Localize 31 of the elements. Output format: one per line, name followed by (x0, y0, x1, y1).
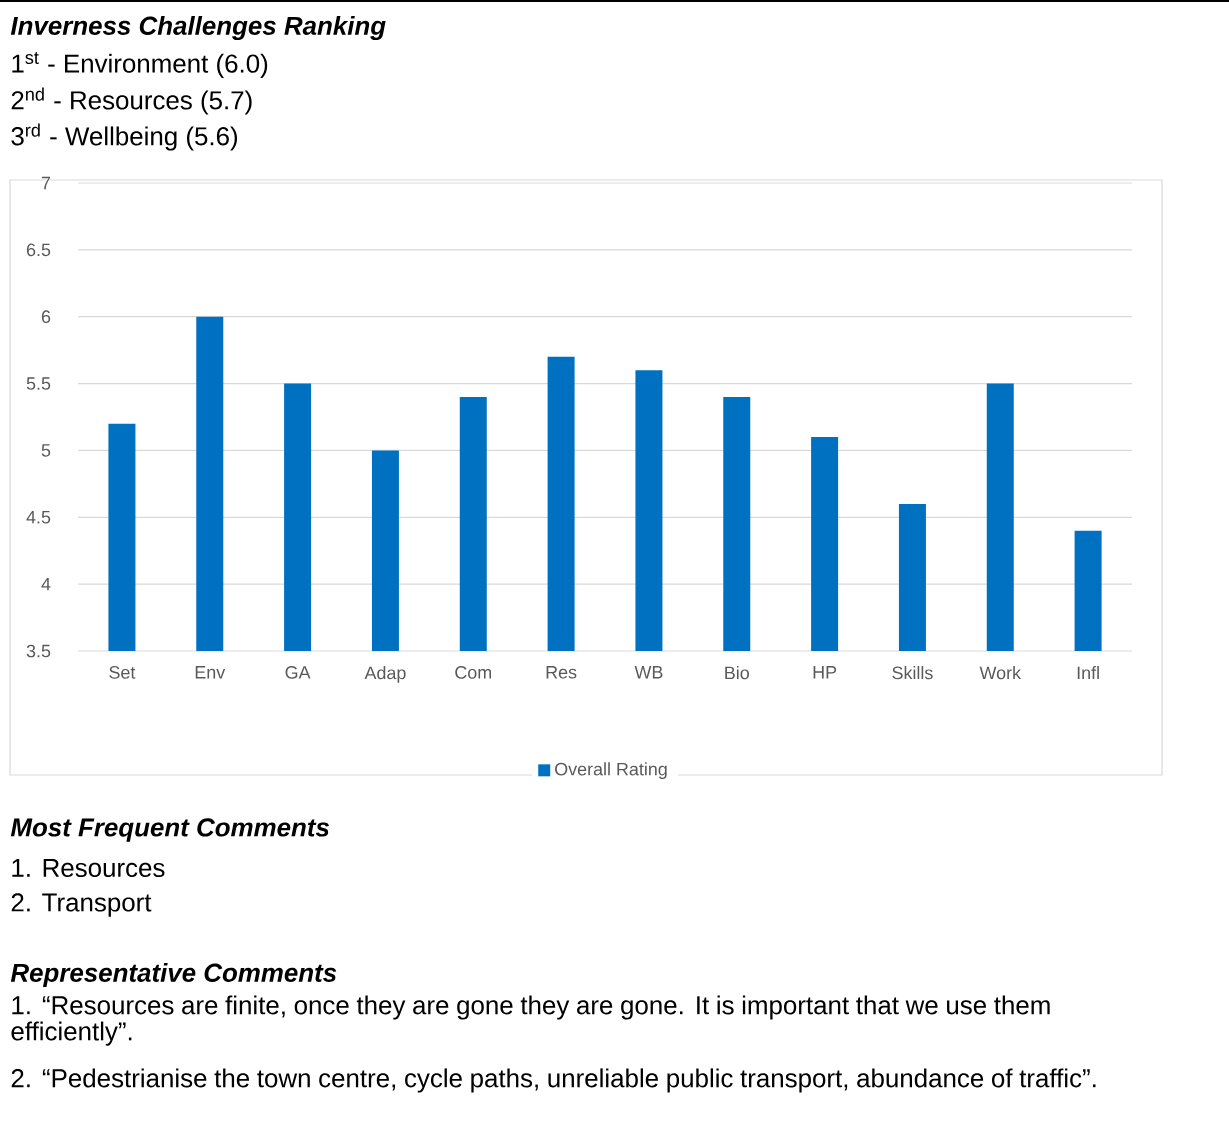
y-tick-label: 3.5 (26, 644, 51, 658)
x-tick-label: Res (546, 666, 577, 679)
x-tick-label: Bio (725, 666, 749, 680)
x-tick-label: Env (195, 666, 226, 679)
x-tick-label: Com (455, 666, 491, 679)
text: 2. “Pedestrianise the town centre, cycle paths, unreliable public transport, abundance of traffic”. (11, 1068, 1096, 1093)
text: 1. “Resources are finite, once they are gone they are gone. It is important that we use them efficiently”. (11, 995, 1050, 1046)
x-tick-label: WB (634, 666, 663, 679)
text: 3$^{rd}$ - Wellbeing (5.6) (11, 123, 238, 151)
chart-title: Inverness Challenges Ranking (10, 15, 386, 41)
x-tick-label: Set (109, 666, 136, 679)
text: 2. Transport (11, 893, 152, 917)
y-tick-label: 4.5 (26, 511, 51, 524)
text: 1$^{st}$ - Environment (6.0) (12, 52, 268, 78)
x-tick-label: Infl (1077, 666, 1099, 680)
x-tick-label: Skills (892, 666, 933, 680)
y-tick-label: 4 (41, 577, 51, 591)
x-tick-label: Adap (364, 666, 406, 683)
x-tick-label: Work (979, 666, 1022, 680)
y-tick-label: 7 (41, 176, 51, 190)
text: 1. Resources (12, 858, 165, 878)
text: Representative Comments (10, 962, 337, 988)
y-tick-label: 5.5 (26, 377, 51, 390)
y-tick-label: 5 (41, 444, 51, 457)
legend-label: Overall Rating (555, 762, 667, 780)
y-tick-label: 6.5 (26, 243, 51, 257)
text: 2$^{nd}$ - Resources (5.7) (11, 87, 252, 115)
text: Most Frequent Comments (10, 818, 329, 842)
x-tick-label: HP (813, 666, 837, 679)
x-tick-label: GA (285, 666, 311, 679)
y-tick-label: 6 (41, 310, 51, 324)
